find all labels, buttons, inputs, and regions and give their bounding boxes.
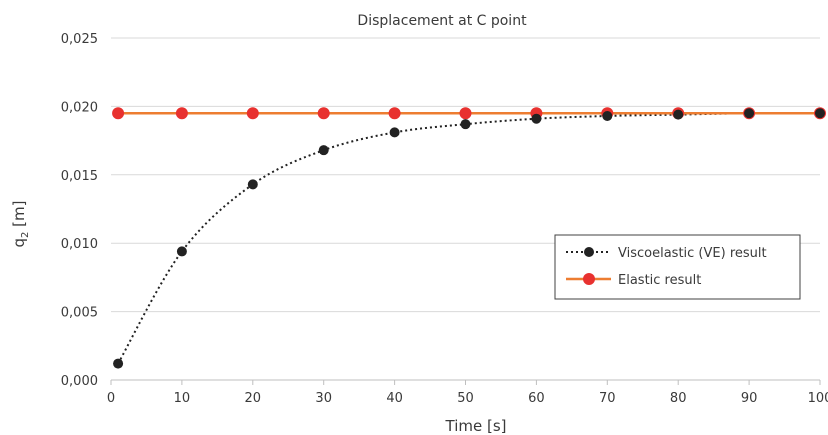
x-tick-label-7: 70: [599, 391, 616, 406]
legend-ve-label: Viscoelastic (VE) result: [618, 246, 767, 261]
elastic-point-5: [459, 107, 472, 120]
elastic-point-3: [317, 107, 330, 120]
y-axis-label-subscript: 2: [20, 232, 31, 238]
ve-point-9: [744, 108, 755, 119]
x-tick-label-5: 50: [457, 391, 474, 406]
elastic-point-2: [246, 107, 259, 120]
ve-point-8: [673, 109, 684, 120]
ve-point-2: [247, 179, 258, 190]
x-tick-label-3: 30: [315, 391, 332, 406]
series-layer: [112, 107, 826, 369]
x-tick-label-4: 40: [386, 391, 403, 406]
x-tick-labels: 0 10 20 30 40 50 60 70 80 90 100: [107, 380, 828, 406]
y-tick-label-2: 0,010: [61, 237, 98, 252]
elastic-point-1: [175, 107, 188, 120]
x-tick-label-6: 60: [528, 391, 545, 406]
y-axis-label: q2 [m]: [10, 201, 31, 248]
ve-point-0: [113, 358, 124, 369]
y-axis-label-unit: [m]: [10, 201, 28, 232]
x-tick-label-8: 80: [670, 391, 687, 406]
x-axis-label: Time [s]: [445, 417, 507, 435]
y-tick-label-5: 0,025: [61, 32, 98, 47]
y-tick-labels: 0,000 0,005 0,010 0,015 0,020 0,025: [61, 32, 98, 389]
x-tick-label-2: 20: [245, 391, 262, 406]
legend-elastic-marker: [583, 273, 595, 285]
y-tick-label-1: 0,005: [61, 306, 98, 321]
elastic-point-0: [112, 107, 125, 120]
x-tick-label-9: 90: [741, 391, 758, 406]
ve-point-10: [815, 108, 825, 119]
ve-series-line: [117, 112, 821, 365]
y-tick-label-0: 0,000: [61, 374, 98, 389]
ve-point-4: [389, 127, 400, 138]
y-tick-label-4: 0,020: [61, 100, 98, 115]
x-tick-label-0: 0: [107, 391, 115, 406]
ve-point-7: [602, 110, 613, 121]
legend: Viscoelastic (VE) result Elastic result: [554, 234, 801, 300]
ve-point-6: [531, 113, 542, 124]
y-axis-label-main: q: [10, 238, 28, 248]
legend-box: [554, 234, 801, 300]
grid-lines: [111, 37, 820, 381]
legend-elastic-label: Elastic result: [618, 273, 701, 288]
y-tick-label-3: 0,015: [61, 169, 98, 184]
x-tick-label-10: 100: [808, 391, 828, 406]
x-tick-label-1: 10: [174, 391, 191, 406]
ve-point-1: [176, 246, 187, 257]
ve-point-5: [460, 119, 471, 130]
ve-point-3: [318, 145, 329, 156]
legend-ve-marker: [584, 247, 594, 257]
chart-title: Displacement at C point: [357, 13, 527, 29]
elastic-point-4: [388, 107, 401, 120]
